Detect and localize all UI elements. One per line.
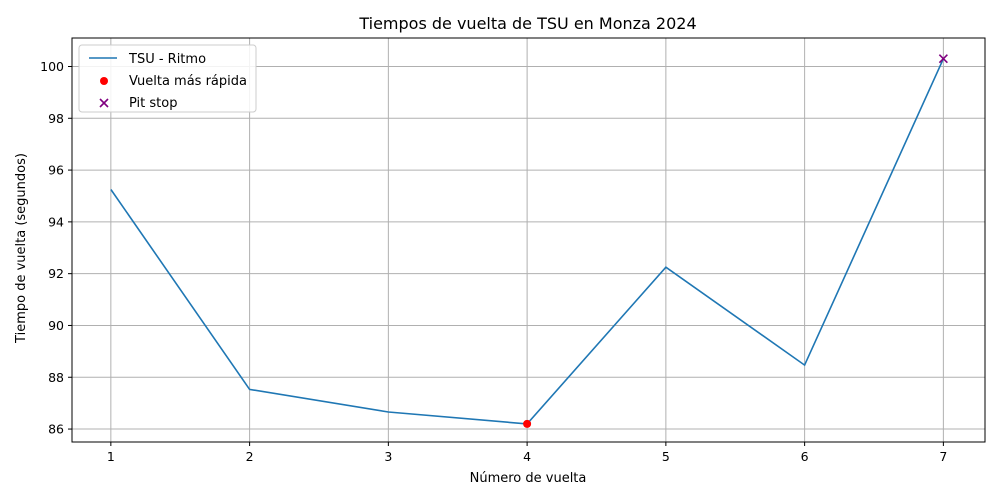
y-tick-label: 96 (48, 163, 64, 178)
x-tick-label: 6 (801, 449, 809, 464)
legend: TSU - Ritmo Vuelta más rápida Pit stop (78, 44, 257, 113)
legend-x-swatch (99, 98, 109, 108)
legend-x-stroke (99, 98, 109, 108)
x-tick-label: 1 (107, 449, 115, 464)
legend-label: Pit stop (129, 96, 177, 111)
y-tick-label: 90 (48, 318, 64, 333)
x-tick-label: 7 (939, 449, 947, 464)
axes: 1 2 3 4 5 6 7 86 88 90 92 94 96 98 100 (40, 59, 947, 464)
legend-box (78, 44, 257, 113)
y-tick-label: 86 (48, 422, 64, 437)
legend-label: Vuelta más rápida (129, 74, 247, 89)
y-tick-label: 92 (48, 266, 64, 281)
legend-circle-swatch (100, 77, 108, 85)
y-tick-label: 94 (48, 214, 64, 229)
legend-label: TSU - Ritmo (128, 52, 206, 67)
pit-stop-marker (938, 54, 948, 64)
grid (72, 38, 985, 442)
y-tick-label: 100 (40, 59, 64, 74)
x-tick-label: 4 (523, 449, 531, 464)
x-tick-label: 5 (662, 449, 670, 464)
chart-title: Tiempos de vuelta de TSU en Monza 2024 (358, 14, 696, 33)
plot-frame (71, 37, 986, 443)
x-tick-label: 3 (384, 449, 392, 464)
y-axis-title: Tiempo de vuelta (segundos) (14, 153, 29, 344)
x-axis-title: Número de vuelta (470, 471, 587, 486)
fastest-lap-marker (523, 419, 532, 428)
y-tick-label: 98 (48, 111, 64, 126)
x-tick-label: 2 (246, 449, 254, 464)
y-tick-label: 88 (48, 370, 64, 385)
pit-stop-marker-stroke (938, 54, 948, 64)
markers-layer (523, 54, 948, 428)
